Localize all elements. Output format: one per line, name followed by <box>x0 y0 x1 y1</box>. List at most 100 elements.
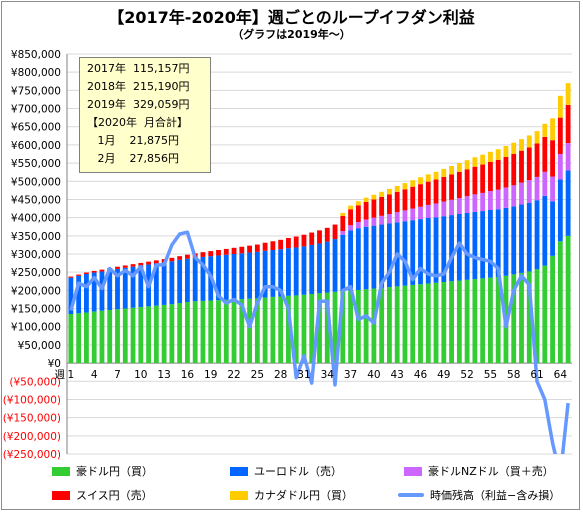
legend-item-aud-jpy: 豪ドル円（買） <box>52 463 153 479</box>
bar-segment <box>169 261 175 305</box>
x-tick-label: 40 <box>367 369 380 381</box>
x-tick-label: 61 <box>530 369 543 381</box>
bar-segment <box>519 150 524 183</box>
bar-segment <box>262 242 268 251</box>
bar-segment <box>495 276 501 364</box>
bar-segment <box>231 254 237 300</box>
bar-segment <box>177 303 183 364</box>
bar-segment <box>192 301 198 364</box>
bar-segment <box>464 169 470 197</box>
bar-segment <box>464 279 470 364</box>
legend-line-swatch <box>398 493 424 497</box>
bar-segment <box>223 248 229 255</box>
y-tick-label: ¥50,000 <box>18 340 61 352</box>
bar-segment <box>511 185 517 207</box>
x-tick-label: 7 <box>114 369 121 381</box>
bar-segment <box>456 163 462 172</box>
bar-segment <box>161 262 167 305</box>
bar-segment <box>394 212 400 223</box>
bar-segment <box>557 241 563 364</box>
y-tick-label: ¥150,000 <box>11 304 61 316</box>
y-tick-label: ¥300,000 <box>11 249 61 261</box>
bar-segment <box>433 217 439 283</box>
bar-segment <box>262 297 268 364</box>
x-tick-label: 31 <box>297 369 310 381</box>
bar-segment <box>247 298 252 364</box>
legend-item-chf-jpy: スイス円（売） <box>52 487 153 503</box>
legend-label: スイス円（売） <box>76 489 153 502</box>
bar-segment <box>192 257 198 302</box>
bar-segment <box>91 311 97 364</box>
x-axis-prefix: 週 <box>55 369 66 381</box>
bar-segment <box>519 139 524 151</box>
bar-segment <box>425 181 431 205</box>
bar-segment <box>387 188 392 195</box>
bar-segment <box>254 244 260 252</box>
summary-row-2020-header: 【2020年 月合計】 <box>87 116 188 129</box>
bar-segment <box>371 199 377 218</box>
bar-segment <box>534 269 540 364</box>
bar-segment <box>363 219 369 227</box>
line-series <box>69 230 570 454</box>
bar-segment <box>550 255 555 364</box>
bar-segment <box>317 243 322 294</box>
y-tick-label: ¥400,000 <box>11 213 61 225</box>
y-tick-label: ¥850,000 <box>11 49 61 61</box>
bar-segment <box>519 182 524 205</box>
bar-segment <box>185 254 190 259</box>
balance-line <box>69 230 570 454</box>
bar-segment <box>223 254 229 300</box>
bar-segment <box>309 244 315 294</box>
bar-segment <box>480 278 486 364</box>
bar-segment <box>363 289 369 364</box>
bar-segment <box>480 154 486 165</box>
y-axis: ¥850,000 ¥800,000 ¥750,000 ¥700,000 ¥650,000… <box>3 49 68 461</box>
bar-segment <box>565 104 571 144</box>
x-tick-label: 16 <box>181 369 195 381</box>
bar-segment <box>247 252 252 299</box>
bar-segment <box>332 239 338 292</box>
legend-swatch <box>404 466 422 476</box>
bar-segment <box>379 287 385 364</box>
yearly-summary-box: 2017年 115,157円 2018年 215,190円 2019年 329,… <box>79 57 211 173</box>
bar-segment <box>293 236 299 248</box>
x-tick-label: 19 <box>204 369 217 381</box>
bar-segment <box>402 285 408 364</box>
bar-segment <box>418 184 423 207</box>
legend-swatch <box>230 466 248 476</box>
x-tick-label: 46 <box>414 369 428 381</box>
bar-segment <box>410 180 416 187</box>
bar-segment <box>441 168 447 177</box>
bar-segment <box>223 299 229 364</box>
bar-segment <box>332 224 338 240</box>
bar-segment <box>433 171 439 180</box>
bar-segment <box>76 313 82 364</box>
bar-segment <box>464 196 470 213</box>
bar-segment <box>216 255 221 301</box>
bar-segment <box>301 294 307 364</box>
bar-segment <box>355 222 361 229</box>
bar-segment <box>534 200 540 270</box>
bar-segment <box>371 225 377 289</box>
bar-segment <box>247 245 252 253</box>
bar-segment <box>216 300 221 364</box>
bar-segment <box>278 296 284 364</box>
bar-segment <box>464 160 470 170</box>
bar-segment <box>348 225 353 231</box>
bar-segment <box>99 269 105 272</box>
bar-segment <box>410 220 416 285</box>
x-axis: 週 1 4 7 10 13 16 19 22 25 28 31 34 37 40 43 46 49 52 55 58 61… <box>55 369 568 381</box>
bar-segment <box>278 249 284 297</box>
bar-segment <box>433 179 439 204</box>
bar-segment <box>130 266 136 308</box>
bar-segment <box>488 210 493 278</box>
x-tick-label: 49 <box>437 369 450 381</box>
bar-segment <box>472 194 478 212</box>
bar-segment <box>503 146 509 157</box>
y-tick-label: ¥350,000 <box>11 231 61 243</box>
bar-segment <box>239 246 245 254</box>
bar-segment <box>425 283 431 364</box>
x-tick-label: 64 <box>554 369 568 381</box>
bar-segment <box>122 308 128 364</box>
bar-segment <box>394 191 400 213</box>
